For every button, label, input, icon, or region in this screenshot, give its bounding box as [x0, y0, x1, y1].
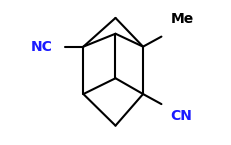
Text: Me: Me: [171, 12, 194, 26]
Text: CN: CN: [171, 109, 192, 123]
Text: NC: NC: [30, 40, 52, 54]
